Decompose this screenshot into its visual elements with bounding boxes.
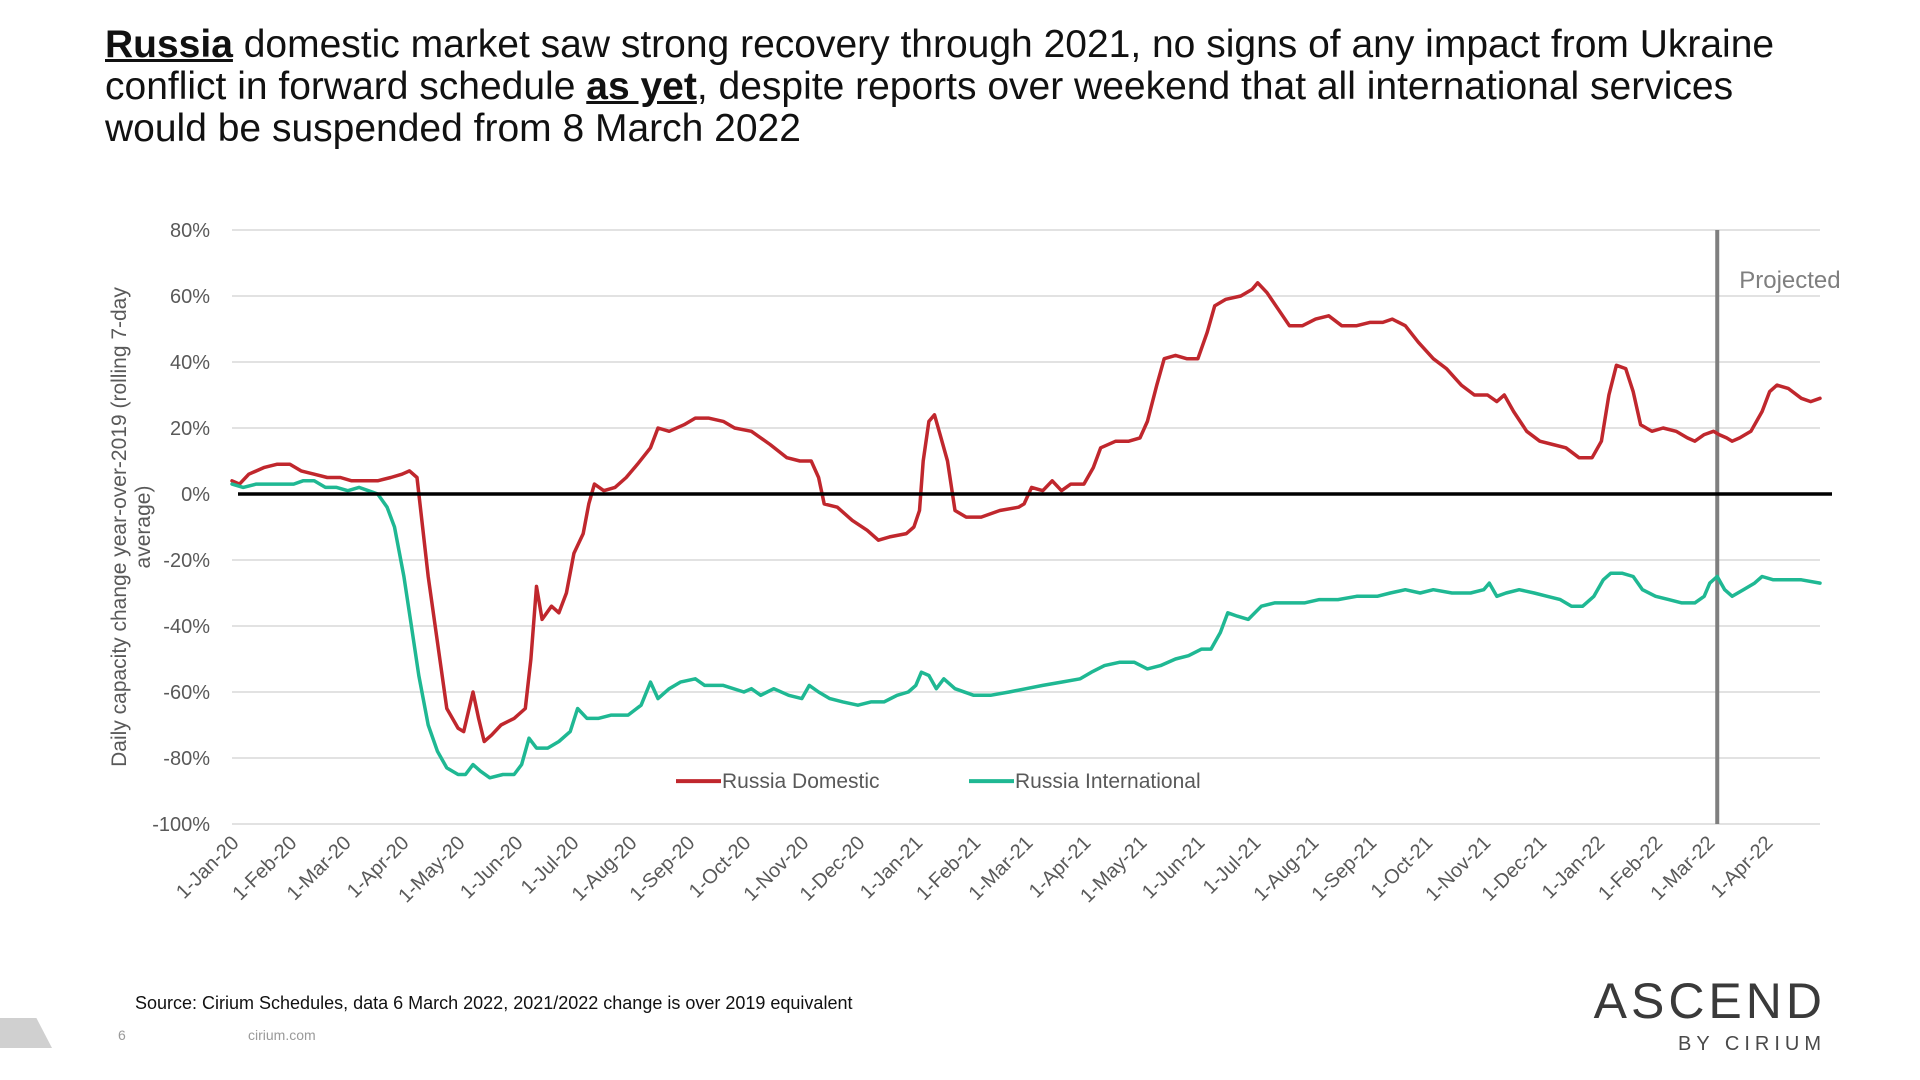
y-tick-label: -60% xyxy=(163,682,210,704)
source-note: Source: Cirium Schedules, data 6 March 2… xyxy=(135,993,853,1013)
y-tick-label: 80% xyxy=(170,220,210,242)
y-tick-label: -100% xyxy=(152,814,210,836)
y-tick-label: 60% xyxy=(170,286,210,308)
ascend-logo: ASCEND BY CIRIUM xyxy=(1594,975,1826,1056)
y-tick-label: -40% xyxy=(163,616,210,638)
legend-label: Russia Domestic xyxy=(722,770,880,793)
projected-label: Projected xyxy=(1739,267,1840,294)
x-tick-label: 1-Jun-21 xyxy=(1138,832,1209,903)
x-tick-label: 1-Jun-20 xyxy=(456,832,527,903)
y-axis-label: Daily capacity change year-over-2019 (ro… xyxy=(108,287,155,767)
site-url: cirium.com xyxy=(248,1027,316,1043)
series-line-russia-international xyxy=(230,479,1822,780)
headline-emphasis-russia: Russia xyxy=(105,23,233,66)
logo-sub-text: BY CIRIUM xyxy=(1678,1033,1826,1055)
headline-text-2: , despite reports over weekend that all … xyxy=(105,65,1734,150)
page-number: 6 xyxy=(118,1027,126,1043)
x-tick-label: 1-Apr-22 xyxy=(1707,832,1778,903)
y-tick-label: 40% xyxy=(170,352,210,374)
y-tick-label: -80% xyxy=(163,748,210,770)
headline: Russia domestic market saw strong recove… xyxy=(105,24,1825,150)
y-tick-label: -20% xyxy=(163,550,210,572)
y-tick-label: 20% xyxy=(170,418,210,440)
headline-emphasis-as-yet: as yet xyxy=(586,65,697,108)
legend-label: Russia International xyxy=(1015,770,1201,793)
series-line-russia-domestic xyxy=(230,281,1822,744)
headline-text-1: domestic market saw strong recovery thro… xyxy=(105,23,1775,108)
logo-main-text: ASCEND xyxy=(1593,973,1826,1029)
y-tick-label: 0% xyxy=(181,484,210,506)
